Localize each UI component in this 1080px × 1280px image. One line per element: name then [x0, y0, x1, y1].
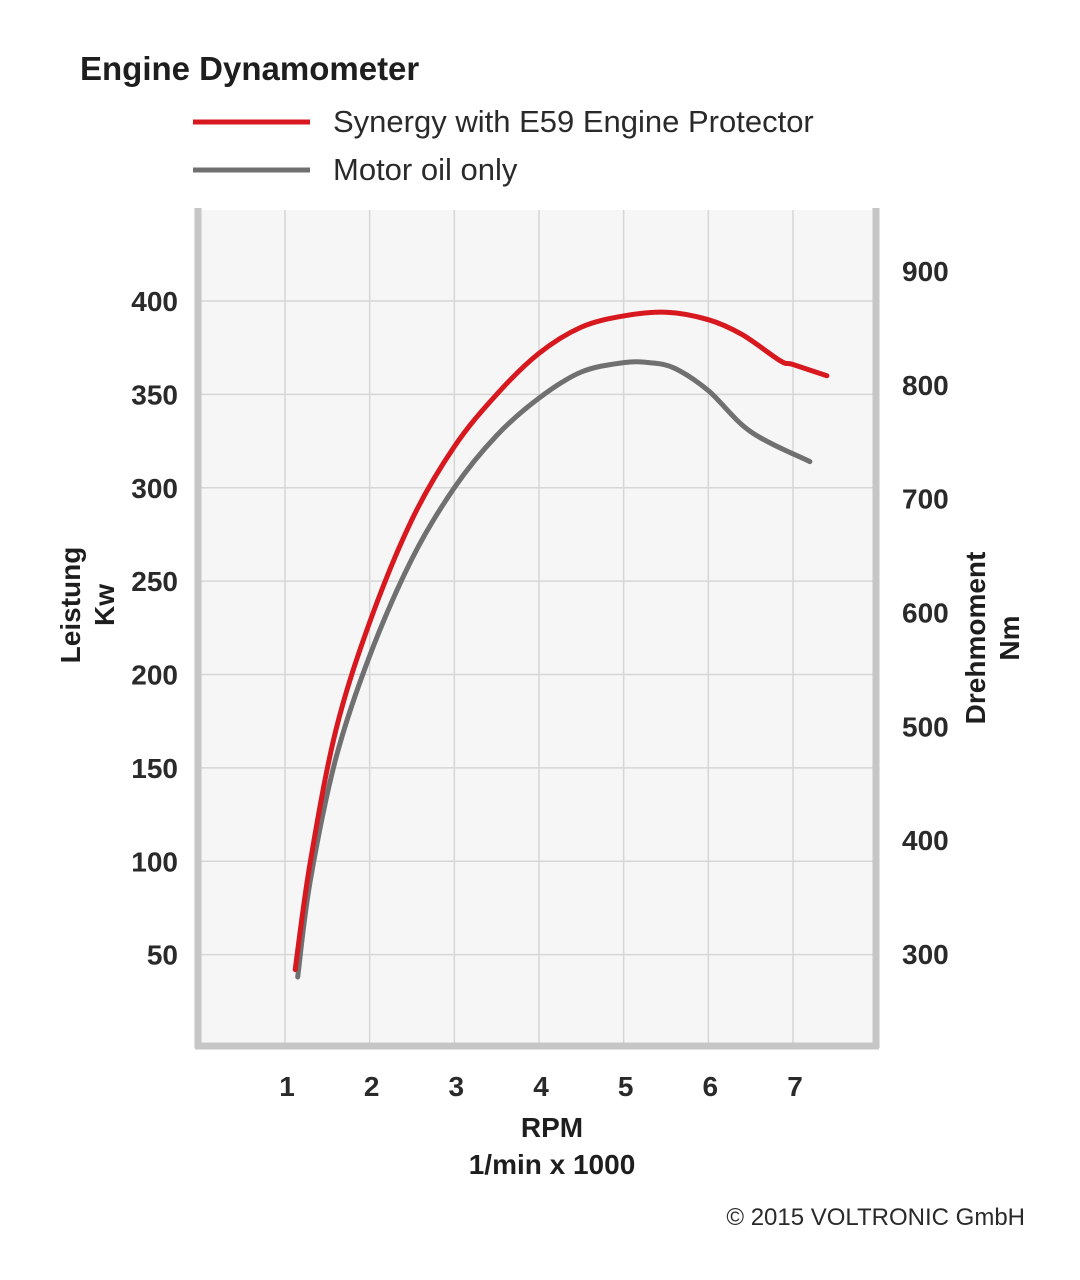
x-axis-ticks: 1 2 3 4 5 6 7: [279, 1071, 803, 1102]
x-tick-label: 5: [618, 1071, 634, 1102]
legend: Synergy with E59 Engine Protector Motor …: [193, 104, 814, 187]
y2-tick-label: 500: [902, 711, 949, 742]
y2-tick-label: 600: [902, 598, 949, 629]
x-tick-label: 2: [364, 1071, 380, 1102]
x-tick-label: 4: [533, 1071, 549, 1102]
x-axis-unit: 1/min x 1000: [469, 1149, 636, 1180]
x-tick-label: 1: [279, 1071, 295, 1102]
y-tick-label: 350: [131, 379, 178, 410]
x-tick-label: 6: [703, 1071, 719, 1102]
left-axis-ticks: 50 100 150 200 250 300 350 400: [131, 286, 178, 971]
y-axis-unit: Kw: [89, 584, 120, 626]
series-layer: [292, 309, 830, 980]
y-axis-label: Leistung: [55, 547, 86, 664]
series-line-motor-oil: [295, 359, 813, 980]
legend-label-motor-oil: Motor oil only: [333, 152, 518, 187]
y-axis-title: Leistung Kw: [55, 547, 120, 664]
y2-tick-label: 700: [902, 484, 949, 515]
y-tick-label: 400: [131, 286, 178, 317]
right-axis-ticks: 300 400 500 600 700 800 900: [902, 256, 949, 970]
y-tick-label: 250: [131, 566, 178, 597]
copyright-notice: © 2015 VOLTRONIC GmbH: [726, 1204, 1025, 1231]
gridlines: [198, 210, 876, 1045]
y2-tick-label: 900: [902, 256, 949, 287]
y2-axis-label: Drehmoment: [960, 552, 991, 725]
x-axis-label: RPM: [521, 1112, 583, 1143]
y-tick-label: 100: [131, 846, 178, 877]
y-tick-label: 300: [131, 473, 178, 504]
y-tick-label: 200: [131, 660, 178, 691]
y2-axis-unit: Nm: [994, 615, 1025, 660]
plot-frame: [194, 208, 880, 1050]
series-line-synergy: [292, 309, 830, 973]
x-tick-label: 7: [787, 1071, 803, 1102]
x-tick-label: 3: [449, 1071, 465, 1102]
y-tick-label: 150: [131, 753, 178, 784]
y-tick-label: 50: [147, 940, 178, 971]
y2-tick-label: 800: [902, 370, 949, 401]
y2-axis-title: Drehmoment Nm: [960, 552, 1025, 725]
y2-tick-label: 300: [902, 939, 949, 970]
y2-tick-label: 400: [902, 825, 949, 856]
legend-label-synergy: Synergy with E59 Engine Protector: [333, 104, 814, 139]
chart-title: Engine Dynamometer: [80, 50, 419, 87]
